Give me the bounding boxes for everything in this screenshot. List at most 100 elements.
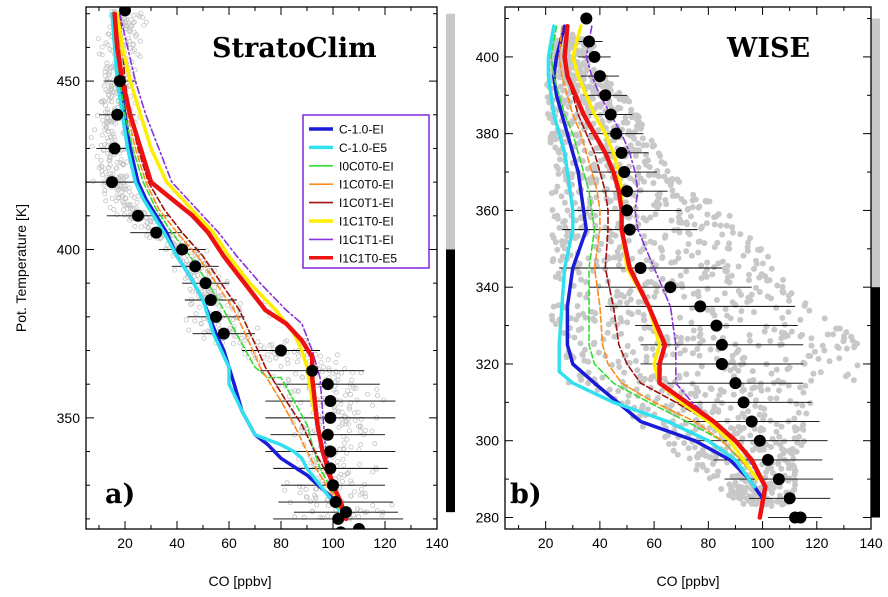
panel-b-title: WISE <box>726 33 810 64</box>
observation-marker <box>751 425 758 432</box>
observation-marker <box>348 478 354 484</box>
observation-marker <box>781 321 788 328</box>
observation-marker <box>704 306 711 313</box>
mean-point <box>610 127 623 140</box>
observation-marker <box>95 36 101 42</box>
mean-point <box>604 108 617 121</box>
observation-marker <box>728 272 735 279</box>
observation-marker <box>615 262 622 269</box>
panel-b-series-lines <box>546 23 768 520</box>
series-line-i1c1t1-ei <box>119 12 345 520</box>
observation-marker <box>786 297 793 304</box>
observation-marker <box>131 47 137 53</box>
observation-marker <box>313 494 319 500</box>
observation-marker <box>579 351 586 358</box>
y-tick-label: 300 <box>476 433 500 449</box>
observation-marker <box>285 360 291 366</box>
x-tick-label: 40 <box>592 535 608 551</box>
observation-marker <box>363 494 369 500</box>
observation-marker <box>694 454 701 461</box>
mean-point <box>176 243 189 256</box>
observation-marker <box>715 468 722 475</box>
observation-marker <box>576 291 583 298</box>
observation-marker <box>621 95 628 102</box>
observation-marker <box>574 82 581 89</box>
observation-marker <box>544 111 551 118</box>
observation-marker <box>711 221 718 228</box>
observation-marker <box>763 323 770 330</box>
mean-point <box>715 357 728 370</box>
observation-marker <box>639 135 646 142</box>
observation-marker <box>786 448 793 455</box>
y-tick-label: 400 <box>57 241 81 257</box>
observation-marker <box>821 347 828 354</box>
observation-marker <box>105 115 111 121</box>
observation-marker <box>291 349 297 355</box>
observation-marker <box>253 354 259 360</box>
observation-marker <box>767 395 774 402</box>
observation-marker <box>102 169 108 175</box>
observation-marker <box>632 152 639 159</box>
observation-marker <box>105 71 111 77</box>
observation-marker <box>625 237 632 244</box>
observation-marker <box>563 352 570 359</box>
observation-marker <box>105 79 111 85</box>
observation-marker <box>314 486 320 492</box>
observation-marker <box>704 198 711 205</box>
observation-marker <box>692 444 699 451</box>
observation-marker <box>683 268 690 275</box>
observation-marker <box>843 345 850 352</box>
x-tick-label: 120 <box>805 535 829 551</box>
observation-marker <box>729 224 736 231</box>
observation-marker <box>698 275 705 282</box>
observation-marker <box>662 232 669 239</box>
observation-marker <box>776 387 783 394</box>
observation-marker <box>109 119 115 125</box>
observation-marker <box>258 342 264 348</box>
panel-a-title: StratoClim <box>212 33 377 64</box>
observation-marker <box>95 113 101 119</box>
observation-marker <box>768 489 775 496</box>
observation-marker <box>848 333 855 340</box>
observation-marker <box>621 369 628 376</box>
observation-marker <box>126 38 132 44</box>
observation-marker <box>552 188 559 195</box>
observation-marker <box>756 411 763 418</box>
observation-marker <box>819 342 826 349</box>
observation-marker <box>807 400 814 407</box>
observation-marker <box>334 352 340 358</box>
observation-marker <box>799 424 806 431</box>
observation-marker <box>92 127 98 133</box>
observation-marker <box>699 223 706 230</box>
observation-marker <box>131 19 137 25</box>
observation-marker <box>699 446 706 453</box>
observation-marker <box>194 272 200 278</box>
observation-marker <box>793 448 800 455</box>
observation-marker <box>734 430 741 437</box>
observation-marker <box>582 100 589 107</box>
observation-marker <box>569 32 576 39</box>
observation-marker <box>731 364 738 371</box>
observation-marker <box>664 336 671 343</box>
observation-marker <box>773 395 780 402</box>
observation-marker <box>726 245 733 252</box>
mean-point <box>106 176 118 189</box>
observation-marker <box>840 333 847 340</box>
observation-marker <box>297 484 303 490</box>
observation-marker <box>671 259 678 266</box>
observation-marker <box>643 353 650 360</box>
observation-marker <box>344 470 350 476</box>
observation-marker <box>354 397 360 403</box>
x-tick-label: 40 <box>169 535 185 551</box>
observation-marker <box>335 458 341 464</box>
observation-marker <box>121 146 127 152</box>
observation-marker <box>735 347 742 354</box>
observation-marker <box>755 342 762 349</box>
observation-marker <box>643 257 650 264</box>
observation-marker <box>708 386 715 393</box>
observation-marker <box>131 205 137 211</box>
observation-marker <box>635 164 642 171</box>
observation-marker <box>808 377 815 384</box>
observation-marker <box>759 446 766 453</box>
